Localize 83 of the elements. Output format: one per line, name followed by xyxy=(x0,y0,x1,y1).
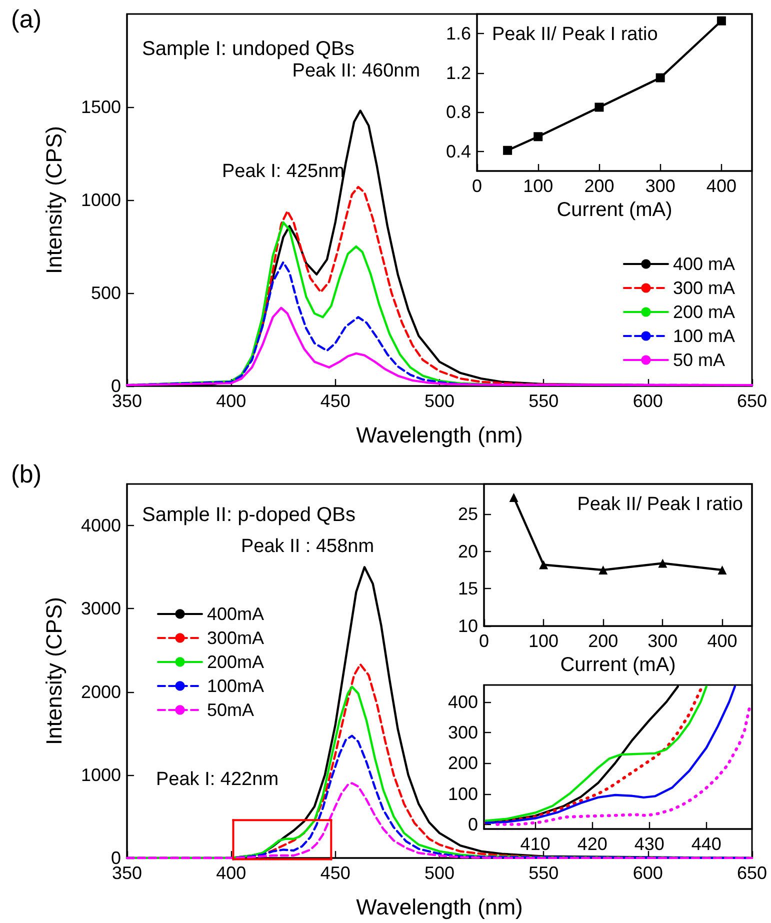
point xyxy=(658,558,668,568)
y-tick-label: 0.4 xyxy=(446,141,471,162)
x-tick-label: 100 xyxy=(528,631,559,652)
legend-label: 200mA xyxy=(207,652,264,672)
x-tick-label: 650 xyxy=(736,863,768,883)
y-axis-title: Intensity (CPS) xyxy=(42,126,66,274)
legend-label: 100mA xyxy=(207,676,264,696)
x-axis-title: Current (mA) xyxy=(560,654,676,676)
x-axis-title: Current (mA) xyxy=(556,198,672,221)
y-tick-label: 1000 xyxy=(80,764,121,785)
text: Peak II/ Peak I ratio xyxy=(577,494,744,515)
y-tick-label: 4000 xyxy=(80,516,121,536)
y-tick-label: 100 xyxy=(448,784,478,804)
point xyxy=(509,492,518,502)
y-tick-label: 2000 xyxy=(80,682,121,702)
point xyxy=(534,132,543,142)
annotation: Peak II: 460nm xyxy=(292,60,420,82)
y-tick-label: 15 xyxy=(458,578,478,599)
x-tick-label: 600 xyxy=(632,391,663,411)
x-tick-label: 450 xyxy=(320,863,350,883)
y-tick-label: 500 xyxy=(90,283,121,303)
y-tick-label: 300 xyxy=(448,722,478,742)
point xyxy=(716,16,726,26)
x-tick-label: 400 xyxy=(216,863,246,883)
x-tick-label: 350 xyxy=(112,391,142,411)
legend-label: 300 mA xyxy=(672,278,736,298)
y-tick-label: 400 xyxy=(448,692,478,712)
y-tick-label: 10 xyxy=(458,616,478,636)
x-tick-label: 420 xyxy=(577,834,608,854)
text: Peak II/ Peak I ratio xyxy=(492,24,658,45)
point xyxy=(598,566,608,575)
x-tick-label: 400 xyxy=(706,176,736,196)
x-tick-label: 650 xyxy=(736,391,768,411)
y-tick-label: 25 xyxy=(458,504,478,524)
y-tick-label: 200 xyxy=(448,753,478,774)
x-tick-label: 200 xyxy=(584,176,614,196)
x-tick-label: 500 xyxy=(424,391,455,411)
legend-label: 400 mA xyxy=(672,254,736,274)
legend-label: 50 mA xyxy=(672,350,725,370)
x-tick-label: 300 xyxy=(648,631,678,652)
annotation: Peak II : 458nm xyxy=(241,536,374,557)
x-tick-label: 450 xyxy=(320,391,350,411)
x-tick-label: 550 xyxy=(528,863,559,883)
y-tick-label: 1000 xyxy=(80,190,121,210)
chart-title: (a) xyxy=(11,6,42,34)
y-axis-title: Intensity (CPS) xyxy=(42,597,66,745)
legend-label: 200 mA xyxy=(672,302,736,322)
point xyxy=(656,73,665,82)
legend-label: 300mA xyxy=(207,628,264,648)
x-tick-label: 440 xyxy=(691,834,722,854)
y-tick-label: 0 xyxy=(468,814,478,834)
y-tick-label: 1500 xyxy=(80,97,121,117)
x-axis-title: Wavelength (nm) xyxy=(356,894,523,920)
point xyxy=(503,146,512,155)
y-tick-label: 3000 xyxy=(80,598,121,619)
annotation: Peak I: 425nm xyxy=(222,161,345,182)
legend-label: 50mA xyxy=(207,700,254,720)
x-tick-label: 350 xyxy=(112,863,142,883)
point xyxy=(718,566,727,575)
legend-label: 100 mA xyxy=(672,326,736,346)
x-tick-label: 410 xyxy=(520,834,550,854)
x-tick-label: 400 xyxy=(707,631,738,652)
y-tick-label: 20 xyxy=(458,541,478,562)
x-tick-label: 430 xyxy=(634,834,664,854)
x-tick-label: 500 xyxy=(424,863,455,883)
y-tick-label: 0.8 xyxy=(446,102,471,122)
y-tick-label: 1.2 xyxy=(446,62,471,83)
legend-label: 400mA xyxy=(207,604,264,624)
line-series xyxy=(496,705,752,826)
text: Sample II: p-doped QBs xyxy=(142,504,356,526)
x-tick-label: 100 xyxy=(523,176,554,196)
x-tick-label: 600 xyxy=(632,863,663,883)
x-tick-label: 400 xyxy=(216,391,246,411)
point xyxy=(594,102,604,112)
text: Sample I: undoped QBs xyxy=(142,38,354,60)
x-tick-label: 550 xyxy=(528,391,559,411)
chart-title: (b) xyxy=(11,460,42,488)
point xyxy=(539,560,548,570)
x-tick-label: 200 xyxy=(588,631,618,652)
y-tick-label: 1.6 xyxy=(446,24,471,44)
x-axis-title: Wavelength (nm) xyxy=(356,422,523,448)
annotation: Peak I: 422nm xyxy=(156,769,279,790)
x-tick-label: 300 xyxy=(645,176,676,196)
